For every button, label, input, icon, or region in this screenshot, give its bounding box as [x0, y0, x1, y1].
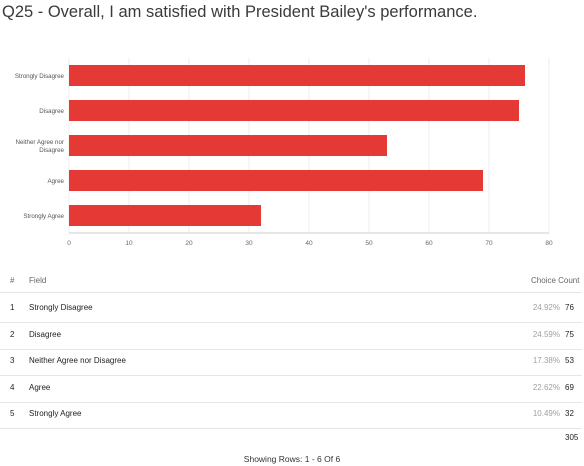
row-percent: 24.59%	[532, 329, 560, 339]
x-tick-label: 10	[125, 240, 133, 247]
row-count: 75	[565, 329, 574, 339]
bar	[69, 205, 261, 226]
row-field: Disagree	[29, 329, 62, 339]
table-row: 3 Neither Agree nor Disagree 17.38% 53	[0, 356, 584, 382]
x-tick-label: 60	[425, 240, 433, 247]
row-index: 5	[10, 409, 15, 418]
total-count: 305	[565, 433, 579, 442]
y-category-label: Disagree	[39, 108, 64, 115]
row-field: Strongly Disagree	[29, 303, 93, 312]
row-percent: 22.62%	[532, 382, 560, 392]
table-row: 2 Disagree 24.59% 75	[0, 330, 584, 356]
row-percent: 24.92%	[532, 303, 560, 312]
row-field: Neither Agree nor Disagree	[29, 356, 126, 365]
bar	[69, 170, 483, 191]
y-category-label: Strongly Disagree	[15, 73, 65, 80]
y-category-label: Neither Agree nor Disagree	[16, 139, 65, 154]
table-divider	[0, 292, 582, 293]
pagination-info: Showing Rows: 1 - 6 Of 6	[243, 454, 341, 464]
row-count: 76	[565, 303, 574, 312]
row-percent: 10.49%	[532, 409, 560, 418]
row-count: 32	[565, 409, 574, 418]
x-tick-label: 30	[245, 240, 253, 247]
row-index: 3	[10, 356, 15, 365]
header-index: #	[10, 276, 15, 285]
header-choice-count: Choice Count	[531, 276, 580, 285]
table-divider	[0, 322, 582, 323]
x-tick-label: 40	[305, 240, 313, 247]
bar	[69, 135, 387, 156]
row-index: 2	[10, 329, 15, 339]
table-row: 4 Agree 22.62% 69	[0, 383, 584, 409]
x-tick-label: 80	[545, 240, 553, 247]
chart-title: Q25 - Overall, I am satisfied with Presi…	[2, 3, 478, 21]
table-divider	[0, 348, 582, 350]
row-index: 1	[10, 303, 15, 312]
y-category-label: Agree	[47, 178, 64, 185]
bar-chart: 0 10 20 30 40 50 60 70 80 Strongly Disagree Disagr…	[15, 58, 553, 247]
row-index: 4	[10, 382, 15, 392]
row-field: Strongly Agree	[29, 409, 82, 418]
x-tick-label: 0	[67, 240, 71, 247]
table-row: 5 Strongly Agree 10.49% 32	[0, 409, 584, 435]
row-count: 53	[565, 356, 574, 365]
row-count: 69	[565, 382, 574, 392]
y-category-label: Strongly Agree	[23, 213, 64, 220]
table-divider	[0, 428, 582, 429]
bar	[69, 65, 525, 86]
row-percent: 17.38%	[532, 356, 560, 365]
x-tick-label: 70	[485, 240, 493, 247]
header-field: Field	[29, 276, 47, 285]
x-tick-label: 20	[185, 240, 193, 247]
table-row: 1 Strongly Disagree 24.92% 76	[0, 303, 584, 329]
row-field: Agree	[29, 382, 51, 392]
table-divider	[0, 375, 582, 376]
bar	[69, 100, 519, 121]
table-divider	[0, 401, 582, 403]
x-tick-label: 50	[365, 240, 373, 247]
